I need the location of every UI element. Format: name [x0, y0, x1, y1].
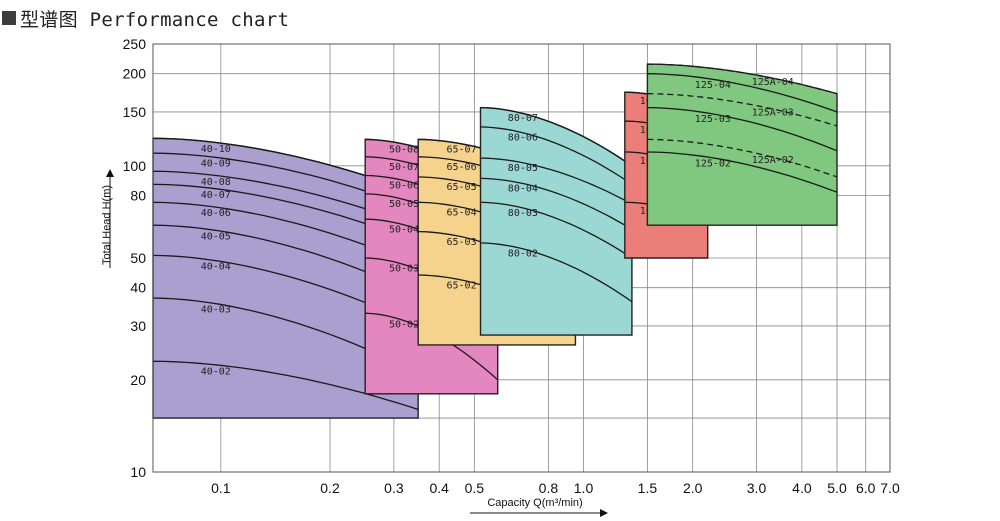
chart-title: 型谱图 Performance chart — [20, 8, 290, 31]
y-tick-label: 200 — [123, 66, 147, 82]
y-tick-label: 50 — [130, 250, 146, 266]
curve-label: 65-02 — [447, 280, 477, 291]
curve-label: 80-05 — [508, 163, 538, 174]
curve-125-04 — [647, 73, 838, 113]
curve-label: 80-07 — [508, 113, 538, 124]
curve-label: 40-07 — [201, 190, 231, 201]
x-tick-label: 1.0 — [574, 480, 594, 496]
curve-125-03 — [647, 106, 838, 152]
curve-label: 65-05 — [447, 182, 477, 193]
x-tick-label: 5.0 — [827, 480, 847, 496]
curve-label: 125A-02 — [752, 155, 794, 166]
curve-label: 80-06 — [508, 133, 538, 144]
curve-label: 50-07 — [389, 162, 419, 173]
curve-label: 80-04 — [508, 184, 538, 195]
x-axis-arrowhead — [600, 509, 608, 517]
pump-regions: 40-10 40-09 40-08 40-07 40-06 40-05 40-04 40-03… — [152, 63, 838, 419]
region-80: 80-07 80-06 80-05 80-04 80-03 80-02 — [479, 106, 633, 336]
curve-label: 125-03 — [695, 114, 731, 125]
header-square-icon — [2, 11, 16, 25]
x-tick-label: 0.2 — [320, 480, 340, 496]
curve-label: 50-05 — [389, 199, 419, 210]
curve-label: 40-05 — [201, 231, 231, 242]
curve-80-05 — [480, 157, 633, 205]
x-tick-label: 6.0 — [856, 480, 876, 496]
curve-label: 50-08 — [389, 144, 419, 155]
curve-80-07 — [480, 106, 633, 167]
curve-125-02 — [647, 151, 838, 193]
x-tick-label: 4.0 — [792, 480, 812, 496]
curve-label: 50-06 — [389, 181, 419, 192]
curve-label: 125A-04 — [752, 77, 794, 88]
curve-125A-02 — [647, 138, 838, 178]
curve-label: 50-02 — [389, 319, 419, 330]
curve-label: 125-02 — [695, 158, 731, 169]
curve-125A-03 — [647, 93, 838, 127]
axis-labels: Capacity Q(m³/min) Total Head H(m) — [101, 169, 608, 517]
curve-label: 40-10 — [201, 144, 231, 155]
curve-label: 65-03 — [447, 237, 477, 248]
region-fill-80 — [479, 106, 633, 336]
y-tick-label: 40 — [130, 280, 146, 296]
y-axis-label: Total Head H(m) — [101, 185, 113, 265]
y-tick-label: 30 — [130, 318, 146, 334]
plot-border — [152, 43, 891, 473]
x-tick-label: 1.5 — [638, 480, 658, 496]
curve-80-04 — [480, 177, 633, 230]
curve-label: 65-07 — [447, 144, 477, 155]
plot-frame — [152, 43, 891, 473]
y-axis-arrowhead — [106, 169, 114, 177]
chart-header: 型谱图 Performance chart — [2, 4, 289, 32]
curve-label: 40-03 — [201, 305, 231, 316]
y-tick-label: 10 — [130, 464, 146, 480]
y-tick-label: 80 — [130, 188, 146, 204]
y-tick-label: 150 — [123, 104, 147, 120]
x-tick-label: 0.3 — [384, 480, 404, 496]
x-tick-label: 7.0 — [880, 480, 900, 496]
curve-label: 65-04 — [447, 208, 477, 219]
x-tick-label: 3.0 — [747, 480, 767, 496]
curve-80-06 — [480, 126, 633, 185]
x-tick-label: 2.0 — [683, 480, 703, 496]
curve-label: 40-04 — [201, 262, 231, 273]
region-fill-125 — [646, 63, 838, 226]
curve-label: 50-04 — [389, 225, 419, 236]
y-tick-label: 250 — [123, 36, 147, 52]
x-tick-label: 0.4 — [429, 480, 449, 496]
curve-label: 125-04 — [695, 80, 731, 91]
curve-label: 50-03 — [389, 264, 419, 275]
region-40: 40-10 40-09 40-08 40-07 40-06 40-05 40-04 40-03… — [152, 137, 419, 419]
curve-40-02 — [152, 360, 419, 411]
curve-label: 65-06 — [447, 162, 477, 173]
curve-125A-04 — [647, 63, 838, 95]
x-axis-ticks: 0.1 0.2 0.3 0.4 0.5 0.8 1.0 1.5 2.0 3.0 4.0 5.0 6.0 7… — [211, 480, 900, 496]
y-axis-ticks: 10 20 30 40 50 80 100 150 200 250 — [123, 36, 147, 480]
curve-label: 80-02 — [508, 249, 538, 260]
curve-label: 40-09 — [201, 159, 231, 170]
curve-label: 40-08 — [201, 177, 231, 188]
x-tick-label: 0.1 — [211, 480, 231, 496]
curve-label: 125A-03 — [752, 108, 794, 119]
curve-label: 40-06 — [201, 208, 231, 219]
x-tick-label: 0.5 — [465, 480, 485, 496]
x-axis-label: Capacity Q(m³/min) — [487, 497, 582, 509]
curve-label: 40-02 — [201, 367, 231, 378]
region-125: 125A-04 125-04 125A-03 125-03 125A-02 125-02 — [646, 63, 838, 226]
y-tick-label: 20 — [130, 372, 146, 388]
curve-label: 80-03 — [508, 208, 538, 219]
curve-80-02 — [480, 242, 633, 303]
y-tick-label: 100 — [123, 158, 147, 174]
curve-80-03 — [480, 201, 633, 259]
x-tick-label: 0.8 — [539, 480, 559, 496]
